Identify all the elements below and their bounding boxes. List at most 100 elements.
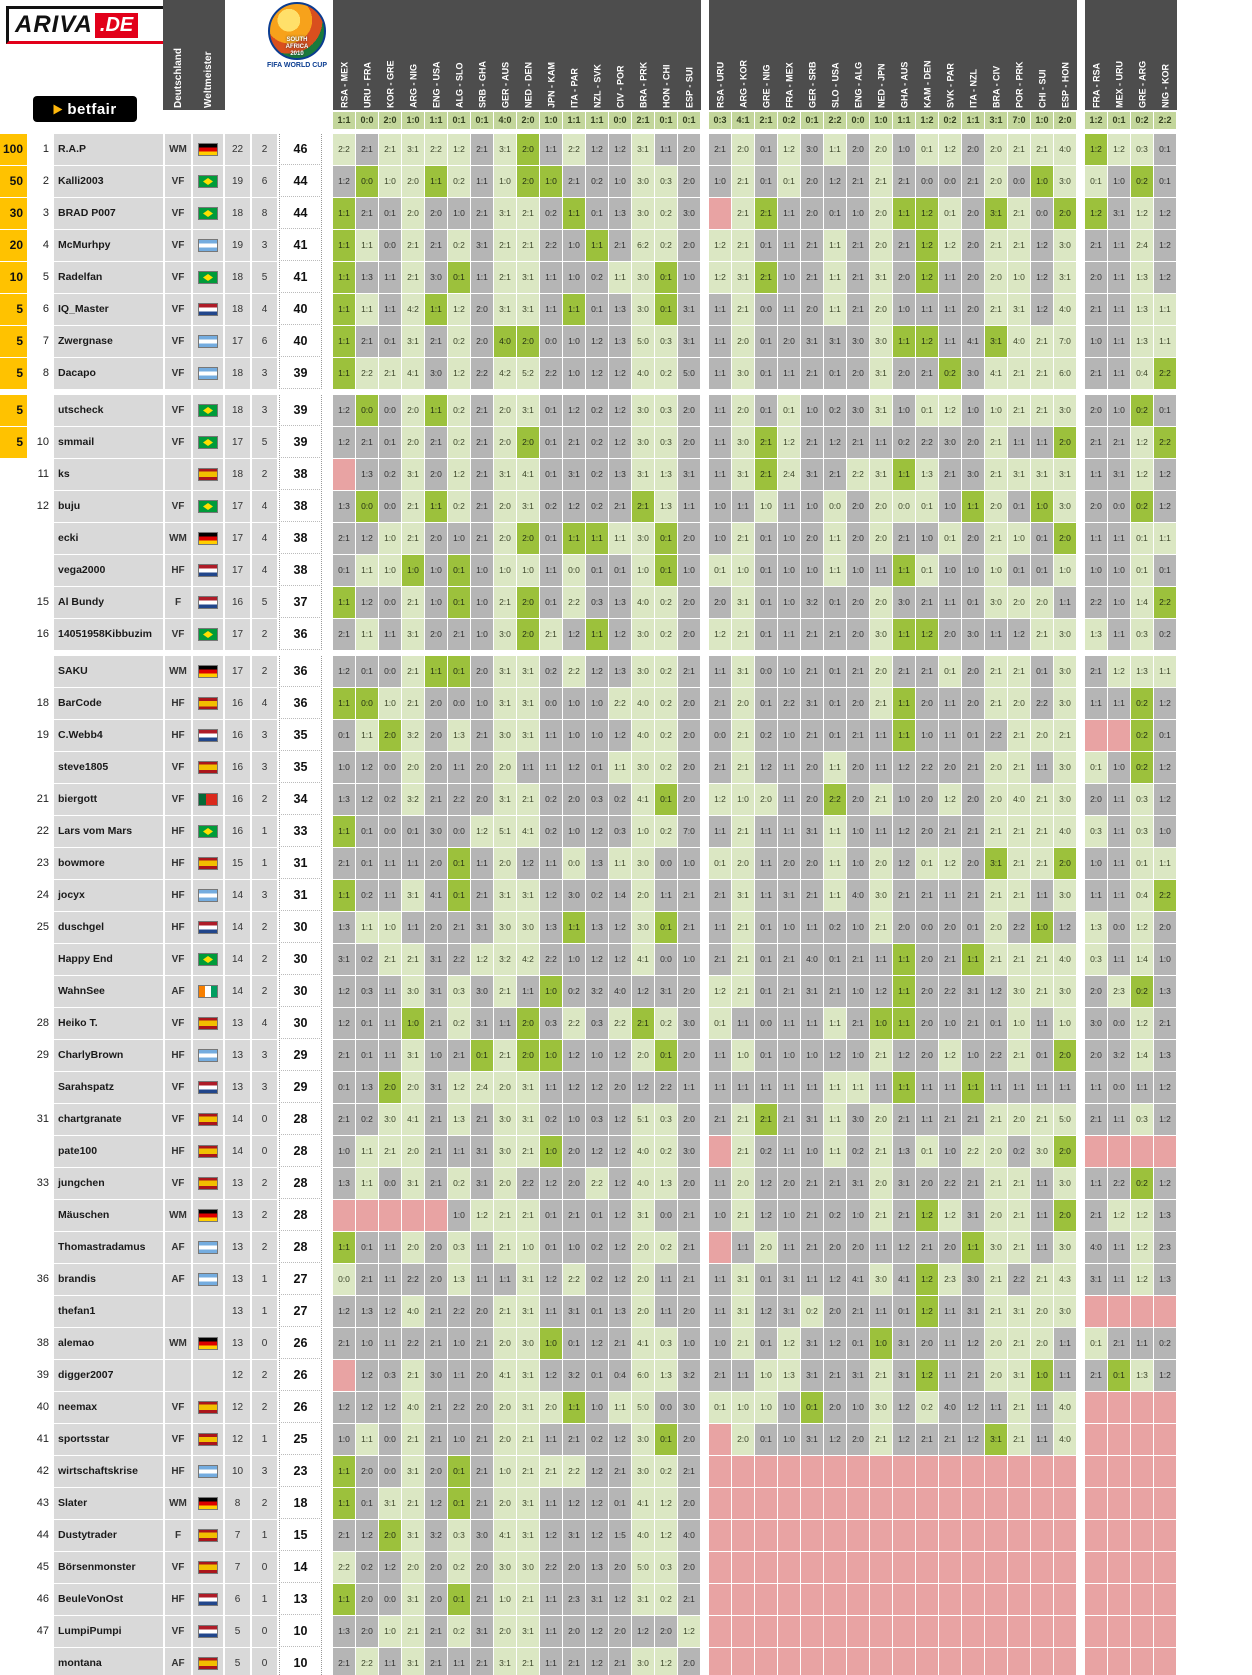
prediction-cell: 2:1 <box>1085 1104 1107 1135</box>
player-name: BRAD P007 <box>54 198 164 229</box>
prediction-cell: 1:0 <box>801 1136 823 1167</box>
prediction-cell: 0:1 <box>1154 166 1176 197</box>
prediction-cell: 3:1 <box>402 880 424 911</box>
prediction-cell: 2:1 <box>985 688 1007 719</box>
total-points: 30 <box>279 944 322 975</box>
prediction-cell: 1:2 <box>471 944 493 975</box>
prediction-cell: 0:1 <box>916 1136 938 1167</box>
prediction-cell: 1:2 <box>333 166 355 197</box>
prediction-cell <box>755 1520 777 1551</box>
prediction-cell: 5:0 <box>678 358 700 389</box>
champion-flag-cell <box>193 134 224 165</box>
prediction-cell: 1:0 <box>847 1200 869 1231</box>
prediction-cell: 1:1 <box>824 523 846 554</box>
betfair-logo[interactable]: betfair <box>33 96 137 122</box>
prediction-cell <box>985 1584 1007 1615</box>
prediction-cell: 0:1 <box>356 1008 378 1039</box>
prediction-cell: 1:2 <box>655 1520 677 1551</box>
prediction-cell: 1:0 <box>402 555 424 586</box>
prediction-cell <box>1008 1648 1030 1675</box>
prediction-cell: 1:0 <box>379 688 401 719</box>
rank-number <box>28 1200 52 1231</box>
prediction-cell: 1:1 <box>655 1264 677 1295</box>
prediction-cell: 2:1 <box>1008 944 1030 975</box>
prediction-cell: 1:1 <box>893 555 915 586</box>
prediction-cell: 0:0 <box>563 555 585 586</box>
total-points: 28 <box>279 1104 322 1135</box>
total-points: 31 <box>279 880 322 911</box>
prediction-cell: 1:0 <box>471 555 493 586</box>
exact-count: 4 <box>252 688 278 719</box>
rank-number: 45 <box>36 1561 49 1573</box>
prediction-cell: 1:1 <box>939 262 961 293</box>
prediction-cell: 0:1 <box>609 555 631 586</box>
prediction-cell: 1:0 <box>916 720 938 751</box>
prediction-cell: 1:2 <box>755 1296 777 1327</box>
prediction-cell: 1:1 <box>709 1264 731 1295</box>
prediction-cell: 3:1 <box>425 1072 447 1103</box>
prediction-cell: 2:2 <box>1008 912 1030 943</box>
prediction-cell: 2:1 <box>517 784 539 815</box>
prediction-cell: 2:0 <box>563 1136 585 1167</box>
prediction-cell: 1:1 <box>333 587 355 618</box>
ger-flag-icon <box>198 143 218 156</box>
prediction-cell: 1:1 <box>732 1072 754 1103</box>
prediction-cell: 2:1 <box>893 230 915 261</box>
prediction-cell: 1:3 <box>1154 976 1176 1007</box>
exact-count: 2 <box>252 784 278 815</box>
prediction-cell <box>1154 1648 1176 1675</box>
prediction-cell: 2:0 <box>425 1584 447 1615</box>
prediction-cell: 0:1 <box>962 912 984 943</box>
prediction-cell: 2:1 <box>1108 427 1130 458</box>
prediction-cell: 0:3 <box>655 395 677 426</box>
prediction-cell: 0:2 <box>448 230 470 261</box>
prediction-cell: 0:1 <box>448 1584 470 1615</box>
prediction-cell: 2:1 <box>1085 1360 1107 1391</box>
prediction-cell: 0:1 <box>1031 523 1053 554</box>
bra-flag-icon <box>198 271 218 284</box>
prediction-cell: 1:1 <box>609 752 631 783</box>
total-points: 29 <box>279 1040 322 1071</box>
prediction-cell: 2:0 <box>985 752 1007 783</box>
arg-flag-icon <box>198 1465 218 1478</box>
prediction-cell: 3:0 <box>1054 1232 1076 1263</box>
prediction-cell: 1:0 <box>962 395 984 426</box>
prediction-cell: 2:1 <box>847 427 869 458</box>
ariva-logo[interactable]: ARIVA .DE <box>6 6 166 44</box>
prediction-cell: 3:1 <box>494 784 516 815</box>
prediction-cell: 2:2 <box>333 134 355 165</box>
prediction-cell: 4:0 <box>1054 1424 1076 1455</box>
prediction-cell: 2:1 <box>471 720 493 751</box>
prediction-cell: 1:1 <box>540 1072 562 1103</box>
prediction-cell: 1:1 <box>1154 656 1176 687</box>
prediction-cell: 4:2 <box>494 358 516 389</box>
prediction-cell: 1:0 <box>962 555 984 586</box>
flag-wrap <box>193 459 223 490</box>
esp-flag-icon <box>198 1177 218 1190</box>
prediction-cell: 3:0 <box>1008 976 1030 1007</box>
prediction-cell: 1:1 <box>1108 230 1130 261</box>
prediction-cell: 0:1 <box>540 459 562 490</box>
player-name: buju <box>54 491 164 522</box>
champion-flag-cell <box>193 688 224 719</box>
champion-flag-cell <box>193 326 224 357</box>
prediction-cell: 3:0 <box>847 326 869 357</box>
prediction-cell: 1:1 <box>893 619 915 650</box>
prediction-cell: 0:0 <box>755 656 777 687</box>
prediction-cell: 0:3 <box>1085 816 1107 847</box>
match-header: ITA - NZL <box>968 69 979 108</box>
prize-amount: 5 <box>0 326 27 357</box>
prediction-cell: 0:0 <box>655 1200 677 1231</box>
prediction-cell: 0:0 <box>655 944 677 975</box>
prediction-cell: 1:2 <box>962 1328 984 1359</box>
prediction-cell <box>962 1616 984 1647</box>
player-name: montana <box>54 1648 164 1675</box>
prediction-cell: 2:0 <box>471 326 493 357</box>
prediction-cell: 2:0 <box>1085 976 1107 1007</box>
prediction-cell <box>801 1616 823 1647</box>
prediction-cell: 0:2 <box>1008 1136 1030 1167</box>
prediction-cell: 0:1 <box>778 166 800 197</box>
prediction-cell: 3:1 <box>655 976 677 1007</box>
prediction-cell: 2:2 <box>448 944 470 975</box>
prediction-cell: 0:1 <box>356 1040 378 1071</box>
